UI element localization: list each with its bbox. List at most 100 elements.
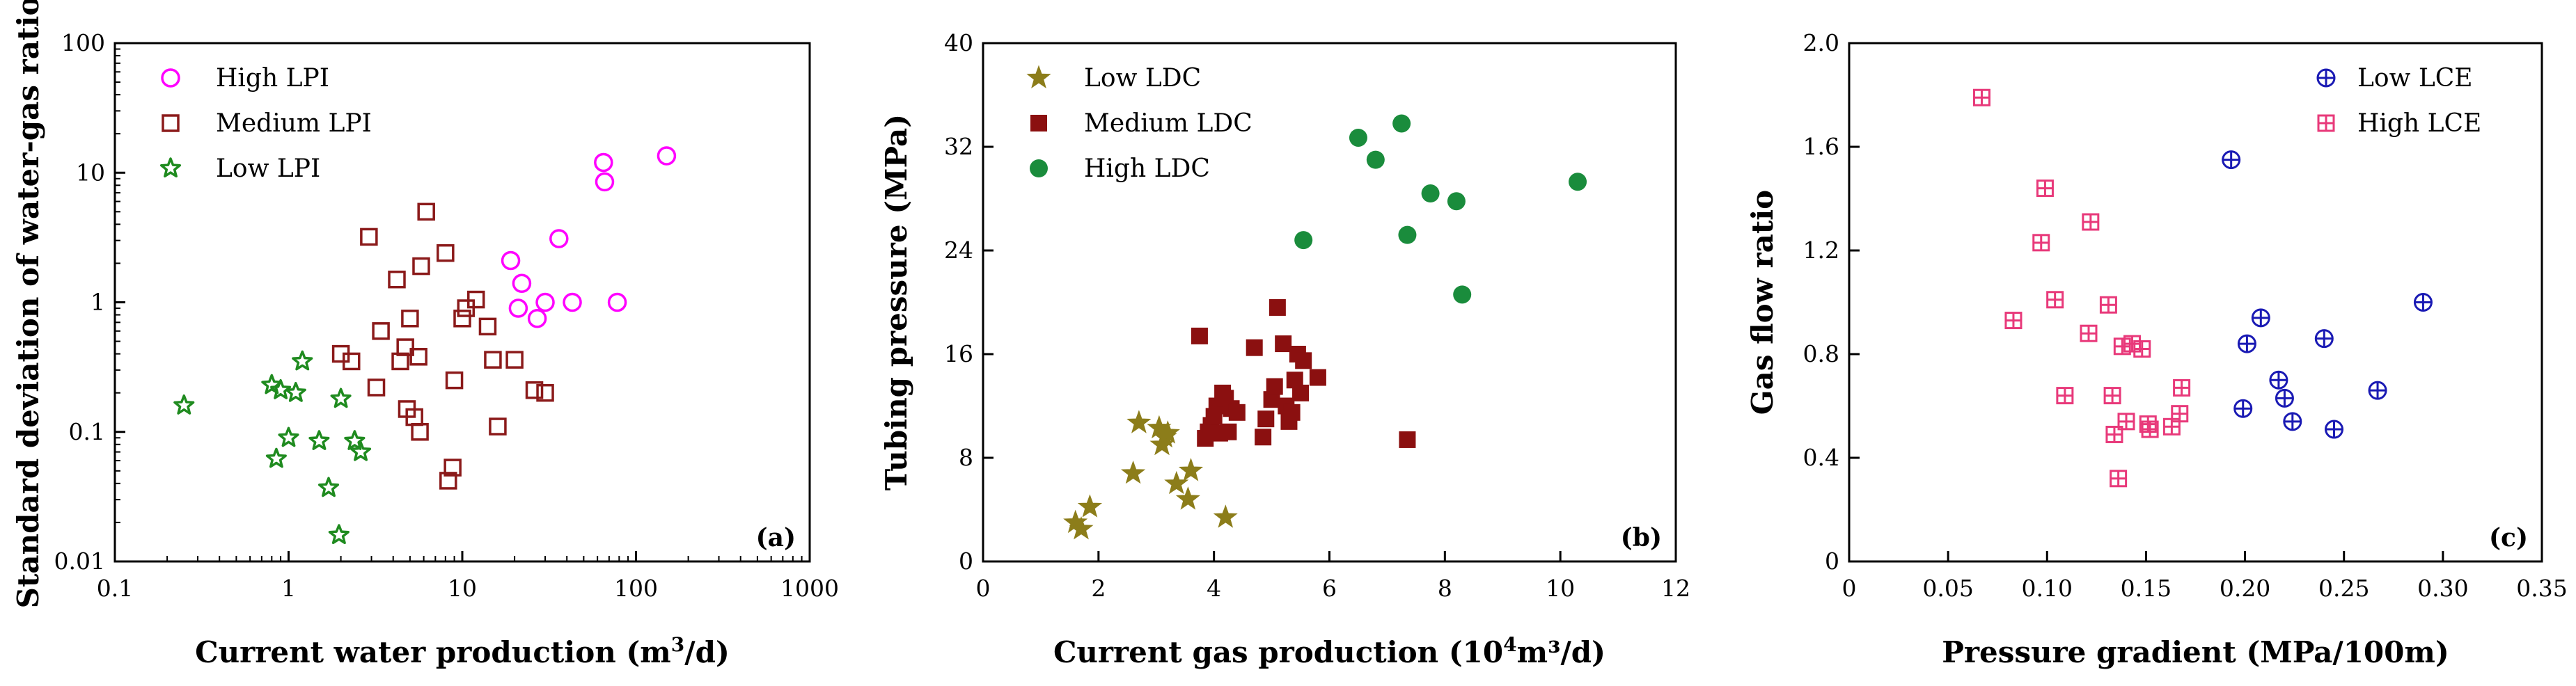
data-point xyxy=(1366,150,1385,169)
data-point xyxy=(1175,486,1200,510)
x-tick-label: 0.25 xyxy=(2318,575,2369,602)
data-point xyxy=(536,383,554,402)
data-point xyxy=(328,524,350,545)
x-axis-title-superscript: 3 xyxy=(671,633,684,656)
x-tick-label: 4 xyxy=(1207,575,1221,602)
data-point xyxy=(344,430,366,450)
data-point xyxy=(2171,405,2189,423)
y-axis-title: Gas flow ratio xyxy=(1745,190,1780,415)
data-point xyxy=(525,381,544,399)
data-point xyxy=(1349,128,1367,147)
data-point xyxy=(1295,352,1312,369)
x-axis-title-suffix: /d) xyxy=(684,635,730,669)
data-point xyxy=(527,309,547,328)
legend-label: High LDC xyxy=(1084,154,1210,183)
data-point xyxy=(2082,213,2100,231)
legend-label: Low LDC xyxy=(1084,64,1201,93)
x-tick-label: 1000 xyxy=(780,575,839,602)
series-high-lce xyxy=(1972,88,2191,488)
chart-panel-3: 0 0.05 0.10 0.15 0.20 0.25 0.30 0.35 0 0.4 0.8 1.2 1… xyxy=(1745,29,2568,669)
x-axis-title-text: Current water production (m xyxy=(195,635,671,669)
data-point xyxy=(1191,327,1208,344)
data-point xyxy=(1164,470,1189,495)
data-point xyxy=(1269,298,1286,316)
data-point xyxy=(417,202,435,221)
series-high-ldc xyxy=(1294,114,1587,304)
data-point xyxy=(2105,425,2123,443)
legend-label: High LCE xyxy=(2357,109,2481,138)
data-point xyxy=(508,298,528,318)
data-point xyxy=(1069,516,1094,540)
x-tick-label: 0.10 xyxy=(2022,575,2073,602)
x-tick-label: 2 xyxy=(1091,575,1106,602)
y-tick-label: 100 xyxy=(61,29,105,56)
series-low-ldc xyxy=(1063,410,1238,540)
data-point xyxy=(1292,384,1310,401)
series-high-lpi xyxy=(501,146,677,328)
y-tick-label: 0 xyxy=(1825,548,1839,575)
x-axis-title-text: Pressure gradient (MPa/100m) xyxy=(1942,635,2449,669)
data-point xyxy=(2237,334,2256,353)
x-axis-title-superscript: 4 xyxy=(1503,633,1516,656)
series-low-lpi xyxy=(173,350,372,545)
legend-marker xyxy=(1030,159,1048,177)
legend: Low LDC Medium LDC High LDC xyxy=(1026,64,1252,183)
data-point xyxy=(2099,296,2117,314)
x-axis-title-suffix: m³/d) xyxy=(1517,635,1605,669)
data-point xyxy=(411,423,429,441)
y-tick-label: 0.4 xyxy=(1803,444,1839,471)
series-medium-lpi xyxy=(331,202,554,490)
data-point xyxy=(1121,460,1146,484)
legend-marker xyxy=(2316,68,2336,88)
data-point xyxy=(2036,180,2054,198)
data-point xyxy=(2141,420,2159,438)
data-point xyxy=(453,310,471,328)
legend-label: Low LCE xyxy=(2357,64,2473,93)
legend-marker xyxy=(1030,115,1047,131)
panel-label: (c) xyxy=(2489,523,2528,552)
data-point xyxy=(350,440,372,461)
x-tick-label: 12 xyxy=(1661,575,1690,602)
data-point xyxy=(2117,413,2135,431)
data-point xyxy=(360,228,378,246)
x-tick-label: 1 xyxy=(281,575,296,602)
data-point xyxy=(2251,308,2270,328)
data-point xyxy=(2032,234,2050,252)
data-point xyxy=(484,351,502,369)
y-tick-label: 16 xyxy=(944,340,973,367)
y-tick-label: 0 xyxy=(959,548,973,575)
data-point xyxy=(2314,329,2334,349)
data-point xyxy=(1392,114,1411,133)
data-point xyxy=(1077,494,1102,518)
panel-label: (a) xyxy=(756,523,796,552)
data-point xyxy=(2283,412,2302,431)
data-point xyxy=(1126,410,1152,433)
data-point xyxy=(1399,431,1416,448)
data-point xyxy=(265,447,287,468)
data-point xyxy=(388,270,406,289)
data-point xyxy=(657,146,677,166)
data-point xyxy=(443,458,462,477)
data-point xyxy=(2110,470,2128,488)
data-point xyxy=(343,352,361,371)
data-point xyxy=(2368,381,2387,400)
data-point xyxy=(2133,340,2151,358)
x-tick-label: 100 xyxy=(614,575,658,602)
y-tick-label: 0.1 xyxy=(69,418,105,445)
data-point xyxy=(489,417,507,436)
data-point xyxy=(1421,184,1440,203)
data-point xyxy=(2046,291,2064,309)
y-tick-label: 40 xyxy=(944,29,973,56)
data-point xyxy=(439,472,457,490)
x-axis-title-text: Current gas production (10 xyxy=(1053,635,1503,669)
data-point xyxy=(401,310,419,328)
y-tick-label: 2.0 xyxy=(1803,29,1839,56)
data-point xyxy=(285,381,306,402)
data-point xyxy=(278,426,299,447)
x-tick-label: 8 xyxy=(1438,575,1452,602)
data-point xyxy=(437,244,455,262)
data-point xyxy=(317,477,340,497)
x-tick-label: 10 xyxy=(448,575,477,602)
legend-label: Low LPI xyxy=(216,154,320,183)
